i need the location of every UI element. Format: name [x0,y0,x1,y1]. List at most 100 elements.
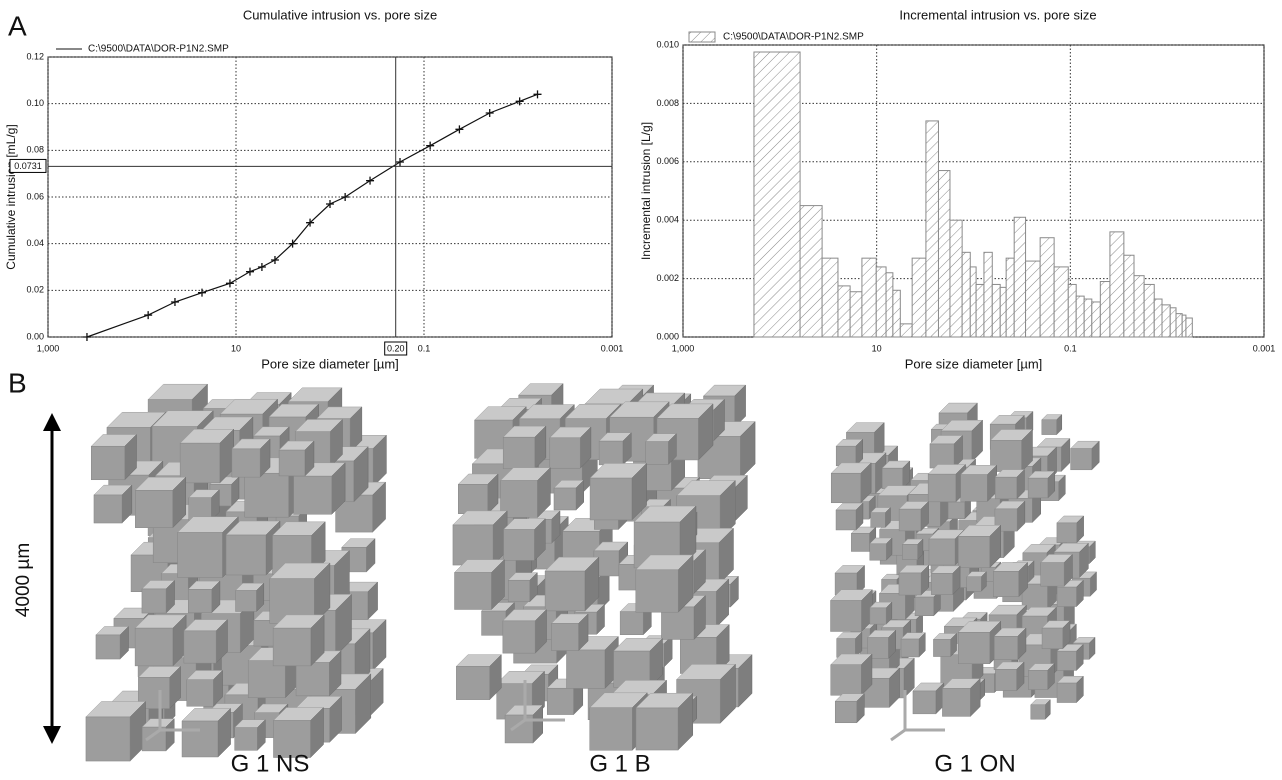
cube-front [899,573,921,595]
cube-front [928,474,956,502]
scale-label: 4000 µm [13,543,34,617]
cube-front [851,533,869,551]
bar [893,290,900,337]
bar [1092,302,1101,337]
x-axis-label: Pore size diameter [µm] [261,356,399,371]
bar [1014,217,1025,337]
legend: C:\9500\DATA\DOR-P1N2.SMP [56,44,229,55]
panel-label: A [8,10,27,41]
y-axis-label: Incremental intrusion [L/g] [639,122,653,260]
bar [1000,287,1006,337]
cube-front [1057,651,1076,670]
sample-label: G 1 B [589,750,650,777]
cube-front [178,533,223,578]
data-line [87,94,538,337]
cube-front [993,571,1018,596]
data-point [83,333,91,341]
cube-front [226,535,266,575]
cube-front [995,669,1016,690]
bar [1144,284,1154,337]
cube-front [831,473,861,503]
cube-front [1042,420,1057,435]
cube-front [232,449,260,477]
cube-front [184,631,216,663]
cube-front [456,666,489,699]
cube-front [1031,705,1045,719]
cube-front [599,441,623,465]
bar [1076,296,1084,337]
bar [850,292,862,337]
x-tick-label: 10 [231,343,241,353]
bar [984,252,992,337]
bar [1110,232,1124,337]
bar [1170,308,1176,337]
data-point [486,109,494,117]
y-tick-label: 0.010 [656,39,679,49]
cube-front [550,438,580,468]
cursor-label: 0.20 [387,343,405,353]
cube-front [566,650,604,688]
data-point [396,158,404,166]
legend-swatch [689,32,715,42]
bar [1176,314,1182,337]
bar [1054,267,1068,337]
cube-front [1057,587,1076,606]
cube-front [948,502,965,519]
data-point [226,279,234,287]
x-tick-label: 0.001 [1253,343,1276,353]
bar [862,258,876,337]
cube-front [942,688,970,716]
cube-front [503,437,535,469]
x-tick-label: 0.1 [1064,343,1077,353]
bar [754,52,800,337]
data-point [455,125,463,133]
x-tick-label: 10 [872,343,882,353]
bar [1186,318,1192,337]
cube-front [931,573,952,594]
cube-front [995,477,1017,499]
cube-front [453,525,493,565]
data-point [426,142,434,150]
cube-front [929,539,955,565]
legend-label: C:\9500\DATA\DOR-P1N2.SMP [88,44,229,55]
panel-label: B [8,367,27,398]
bar [1162,305,1170,337]
data-point [341,193,349,201]
cube-front [831,601,862,632]
cube-front [836,510,856,530]
figure: A B 4000 µm G 1 NS G 1 B G 1 ON Cumulati… [0,0,1282,780]
cube-front [545,571,585,611]
cube-front [1041,563,1064,586]
y-tick-label: 0.006 [656,156,679,166]
y-tick-label: 0.12 [26,51,44,61]
y-tick-label: 0.00 [26,331,44,341]
cube-front [235,728,258,751]
bar [1068,284,1076,337]
bar [838,286,850,337]
cube-front [279,450,305,476]
chart-title: Incremental intrusion vs. pore size [899,7,1096,22]
cube-front [135,490,172,527]
cube-front [1057,683,1076,702]
cube-front [458,484,487,513]
cube-front [142,589,166,613]
y-tick-label: 0.08 [26,145,44,155]
cube-front [294,476,332,514]
cube-front [180,443,220,483]
y-tick-label: 0.10 [26,98,44,108]
cube-front [831,665,862,696]
y-axis-label: Cumulative intrusion [mL/g] [4,124,18,269]
bar [876,267,886,337]
cube-front [91,446,125,480]
cube-front [248,661,285,698]
cube-front [245,473,289,517]
bar [1182,315,1186,337]
y-tick-label: 0.008 [656,98,679,108]
y-tick-label: 0.04 [26,238,44,248]
bar [1026,261,1041,337]
cube-front [961,475,988,502]
cube-front [182,721,218,757]
bar [1134,276,1144,337]
cube-front [913,691,936,714]
cube-front [236,591,257,612]
